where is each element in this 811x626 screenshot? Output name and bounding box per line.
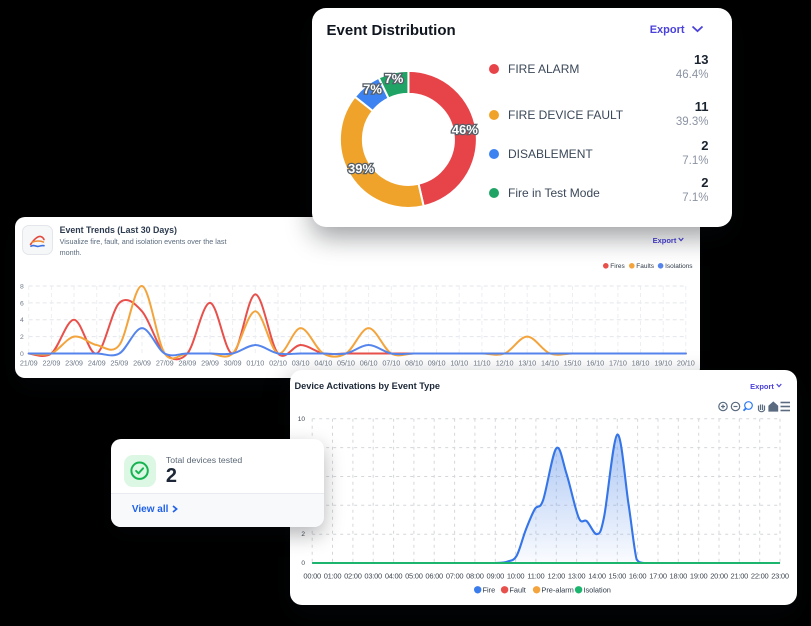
svg-text:0: 0 [301,560,305,567]
svg-text:0: 0 [20,351,24,358]
svg-text:Fires: Fires [610,263,625,270]
svg-text:12:00: 12:00 [548,572,566,581]
svg-text:13/10: 13/10 [518,358,536,367]
svg-text:6: 6 [20,300,24,307]
svg-text:17/10: 17/10 [609,358,627,367]
svg-text:23/09: 23/09 [65,358,83,367]
svg-text:20/10: 20/10 [677,358,695,367]
svg-text:16:00: 16:00 [629,572,647,581]
svg-text:04:00: 04:00 [385,572,403,581]
svg-text:10:00: 10:00 [507,572,525,581]
svg-text:00:00: 00:00 [303,572,321,581]
svg-text:14/10: 14/10 [541,358,559,367]
svg-text:7%: 7% [363,81,382,96]
svg-text:22/09: 22/09 [43,358,61,367]
svg-text:06:00: 06:00 [425,572,443,581]
svg-text:12/10: 12/10 [496,358,514,367]
svg-text:16/10: 16/10 [586,358,604,367]
svg-text:26/09: 26/09 [133,358,151,367]
svg-text:17:00: 17:00 [649,572,667,581]
svg-text:07:00: 07:00 [446,572,464,581]
svg-text:10: 10 [298,416,306,423]
svg-text:21:00: 21:00 [731,572,749,581]
svg-text:8: 8 [20,284,24,291]
svg-text:22:00: 22:00 [751,572,769,581]
svg-text:19:00: 19:00 [690,572,708,581]
svg-text:29/09: 29/09 [201,358,219,367]
svg-text:18:00: 18:00 [670,572,688,581]
svg-text:04/10: 04/10 [314,358,332,367]
svg-text:08/10: 08/10 [405,358,423,367]
svg-text:03/10: 03/10 [292,358,310,367]
svg-text:24/09: 24/09 [88,358,106,367]
svg-text:05:00: 05:00 [405,572,423,581]
svg-text:02/10: 02/10 [269,358,287,367]
svg-text:07/10: 07/10 [382,358,400,367]
svg-text:30/09: 30/09 [224,358,242,367]
svg-text:Isolations: Isolations [665,263,693,270]
svg-text:11/10: 11/10 [473,358,490,367]
svg-text:01:00: 01:00 [324,572,342,581]
svg-text:10/10: 10/10 [450,358,468,367]
svg-text:Faults: Faults [636,263,654,270]
svg-text:13:00: 13:00 [568,572,586,581]
svg-text:08:00: 08:00 [466,572,484,581]
svg-text:15/10: 15/10 [564,358,582,367]
svg-text:03:00: 03:00 [364,572,382,581]
svg-text:15:00: 15:00 [609,572,627,581]
svg-text:02:00: 02:00 [344,572,362,581]
svg-text:2: 2 [301,531,305,538]
svg-text:01/10: 01/10 [246,358,264,367]
svg-text:25/09: 25/09 [110,358,128,367]
svg-text:27/09: 27/09 [156,358,174,367]
svg-text:19/10: 19/10 [654,358,672,367]
svg-text:21/09: 21/09 [20,358,38,367]
svg-text:Isolation: Isolation [583,585,611,594]
svg-text:18/10: 18/10 [632,358,650,367]
svg-text:Fire: Fire [483,585,496,594]
svg-text:7%: 7% [385,71,404,86]
svg-text:Pre-alarm: Pre-alarm [541,585,573,594]
svg-text:2: 2 [20,334,24,341]
svg-text:14:00: 14:00 [588,572,606,581]
svg-text:39%: 39% [348,161,374,176]
svg-text:20:00: 20:00 [710,572,728,581]
svg-text:09/10: 09/10 [428,358,446,367]
svg-text:46%: 46% [452,122,478,137]
svg-text:23:00: 23:00 [771,572,789,581]
svg-text:Fault: Fault [509,585,525,594]
svg-text:09:00: 09:00 [487,572,505,581]
svg-text:4: 4 [20,317,24,324]
svg-text:28/09: 28/09 [178,358,196,367]
svg-text:11:00: 11:00 [527,572,544,581]
svg-text:05/10: 05/10 [337,358,355,367]
svg-text:06/10: 06/10 [360,358,378,367]
